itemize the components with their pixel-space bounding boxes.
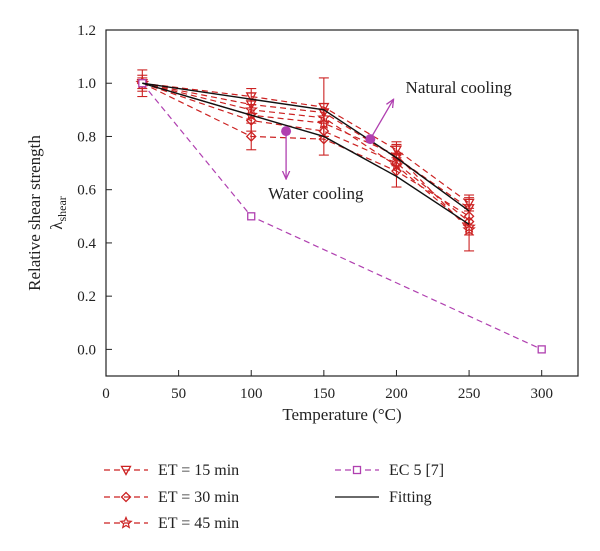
y-tick-label: 0.2 [77,289,96,305]
legend-marker [120,465,132,476]
x-tick-label: 150 [313,386,336,402]
legend-entry: ET = 30 min [104,489,239,506]
y-tick-label: 0.8 [77,129,96,145]
legend-entry: Fitting [335,489,432,506]
legend-marker [352,465,362,475]
series-line [142,82,470,225]
data-point [247,212,256,221]
legend-marker [120,491,132,503]
data-point [389,158,404,172]
x-tick-label: 250 [458,386,481,402]
x-tick-label: 0 [102,386,110,402]
data-point [245,131,257,142]
data-point [537,345,546,354]
annotation-label: Water cooling [268,184,364,203]
legend-entry: EC 5 [7] [335,462,444,479]
x-tick-label: 200 [385,386,408,402]
y-tick-label: 0.6 [77,183,96,199]
axes: 0 50 100 150 200 250 300 0.0 0.2 0.4 0.6 0.8 1.0 1.2 T… [25,23,579,424]
legend-marker [119,515,133,529]
x-tick-label: 50 [171,386,186,402]
annotations: Natural cooling Water cooling [268,78,512,203]
data-point [317,116,331,129]
annotation-dot [365,134,376,145]
x-axis-label: Temperature (°C) [282,405,401,424]
series-2 [135,76,476,252]
legend-label: EC 5 [7] [389,462,444,479]
y-tick-label: 0.0 [77,342,96,358]
data-point [245,92,257,103]
y-axis-label: Relative shear strength [25,135,44,291]
x-tick-label: 100 [240,386,263,402]
data-point [244,102,258,116]
y-tick-label: 0.4 [77,236,96,252]
annotation-dot [281,126,292,137]
plot-frame [105,29,579,377]
legend-label: ET = 45 min [158,515,239,532]
legend-label: Fitting [389,489,432,506]
legend-label: ET = 15 min [158,462,239,479]
legend: ET = 15 min ET = 30 min ET = 45 min EC 5 [7… [104,462,444,532]
series-line [142,82,470,231]
series-line [142,82,470,212]
annotation-arrow [369,99,393,140]
y-axis-symbol: λshear [47,196,69,230]
data-point [318,108,330,119]
plot-area [135,69,546,354]
y-tick-label: 1.0 [77,76,96,92]
data-point [318,102,330,114]
legend-label: ET = 30 min [158,489,239,506]
x-tick-label: 300 [530,386,553,402]
series-1 [136,74,475,236]
annotation-label: Natural cooling [406,78,513,97]
legend-entry: ET = 15 min [104,462,239,479]
legend-entry: ET = 45 min [104,515,239,532]
series-line [142,82,470,228]
data-point [462,219,476,233]
series-4 [142,82,470,225]
data-point [462,222,476,236]
series-3 [138,79,546,354]
data-point [317,110,331,124]
y-tick-label: 1.2 [77,23,96,39]
